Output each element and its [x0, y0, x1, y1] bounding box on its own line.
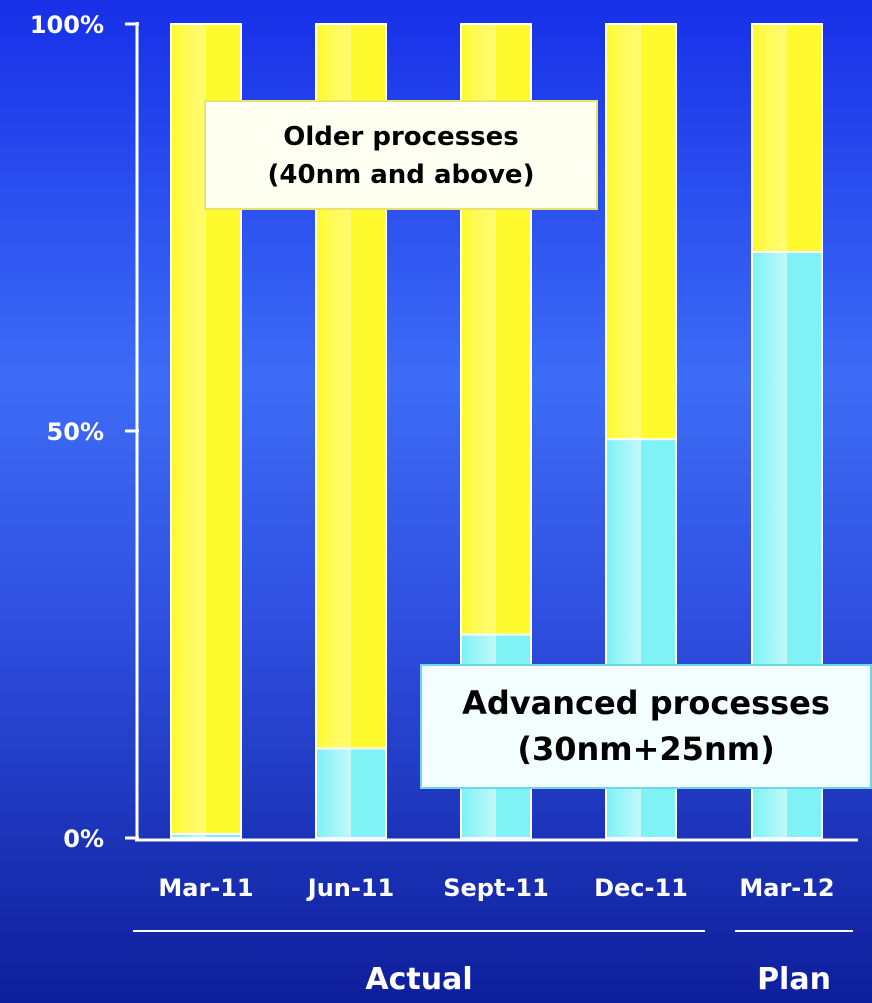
y-tick-label-3: 100% [30, 11, 104, 39]
group-label-1: Actual [365, 962, 472, 997]
x-tick-label-5: Mar-12 [739, 874, 834, 902]
older-processes-callout: Older processes (40nm and above) [204, 100, 598, 210]
x-tick-label-2: Jun-11 [306, 874, 394, 902]
x-tick-label-1: Mar-11 [158, 874, 253, 902]
group-label-2: Plan [757, 962, 831, 997]
x-tick-label-3: Sept-11 [443, 874, 549, 902]
category-labels-group: Mar-11 Jun-11 Sept-11 Dec-11 Mar-12 [158, 874, 834, 902]
advanced-callout-line-2: (30nm+25nm) [517, 730, 775, 768]
y-tick-label-2: 50% [47, 418, 104, 446]
y-tick-label-1: 0% [63, 825, 104, 853]
older-callout-line-2: (40nm and above) [267, 160, 535, 190]
y-ticks-group: 0% 50% 100% [30, 11, 139, 853]
group-labels-group: Actual Plan [133, 930, 853, 997]
older-callout-line-1: Older processes [283, 122, 519, 152]
x-tick-label-4: Dec-11 [594, 874, 688, 902]
advanced-processes-callout: Advanced processes (30nm+25nm) [420, 664, 872, 789]
bar-sheen-older-5 [754, 25, 820, 251]
bar-sheen-advanced-2 [318, 749, 384, 837]
advanced-callout-line-1: Advanced processes [462, 684, 830, 722]
bar-sheen-advanced-1 [173, 834, 239, 837]
bar-sheen-older-4 [608, 25, 674, 439]
